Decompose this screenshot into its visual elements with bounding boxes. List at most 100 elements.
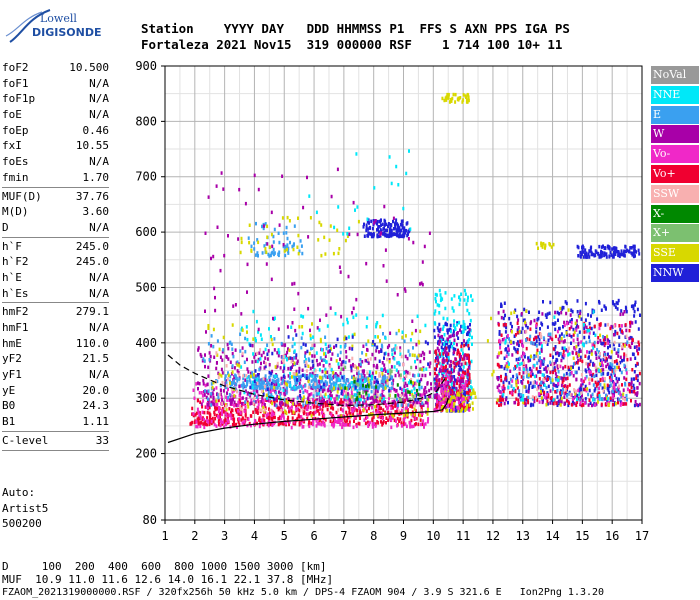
data-point [612, 255, 615, 259]
data-point [428, 364, 431, 369]
data-point [580, 403, 583, 408]
data-point [238, 422, 241, 427]
data-point [269, 253, 272, 258]
data-point [546, 391, 549, 395]
data-point [353, 393, 356, 397]
data-point [623, 352, 626, 356]
data-point [218, 392, 221, 397]
data-point [613, 381, 616, 386]
data-point [517, 380, 520, 385]
data-point [439, 298, 442, 303]
data-point [365, 409, 368, 413]
data-point [443, 369, 446, 373]
data-point [442, 405, 444, 409]
data-point [258, 416, 261, 420]
data-point [571, 403, 573, 407]
data-point [407, 403, 410, 407]
data-point [256, 408, 259, 413]
data-point [372, 364, 375, 368]
data-point [517, 398, 520, 402]
param-value: 10.55 [75, 139, 109, 153]
data-point [206, 410, 209, 415]
data-point [417, 373, 420, 377]
data-point [227, 387, 229, 392]
header-line2: Fortaleza 2021 Nov15 319 000000 RSF 1 71… [141, 37, 563, 52]
data-point [295, 353, 298, 357]
data-point [556, 395, 559, 399]
data-point [344, 420, 347, 425]
data-point [467, 366, 470, 370]
data-point [318, 398, 321, 403]
data-point [449, 399, 451, 404]
param-row: h`E N/A [2, 270, 109, 286]
data-point [629, 345, 632, 349]
data-point [385, 279, 388, 283]
data-point [202, 382, 205, 386]
data-point [626, 397, 628, 402]
data-point [459, 400, 462, 405]
data-point [536, 348, 539, 353]
data-point [463, 353, 466, 357]
data-point [577, 254, 580, 258]
data-point [577, 341, 580, 345]
data-point [362, 408, 365, 412]
data-point [375, 399, 378, 403]
data-point [592, 310, 595, 314]
data-point [307, 376, 310, 380]
data-point [366, 348, 369, 352]
data-point [306, 175, 308, 180]
data-point [368, 221, 370, 225]
data-point [292, 402, 295, 406]
data-point [322, 401, 325, 405]
data-point [225, 422, 228, 426]
data-point [407, 381, 410, 385]
data-point [336, 401, 339, 406]
data-point [576, 393, 579, 398]
data-point [206, 397, 209, 401]
data-point [394, 226, 397, 230]
data-point [448, 364, 451, 368]
data-point [447, 352, 450, 356]
data-point [462, 320, 465, 324]
data-point [421, 350, 424, 355]
data-point [266, 235, 269, 239]
data-point [452, 350, 455, 354]
data-point [436, 346, 439, 351]
data-point [268, 420, 271, 424]
data-point [204, 364, 206, 369]
data-point [237, 403, 240, 407]
data-point [218, 422, 220, 426]
data-point [394, 394, 397, 398]
data-point [438, 372, 440, 376]
data-point [444, 306, 447, 311]
data-point [275, 391, 278, 395]
data-point [535, 354, 538, 358]
data-point [240, 401, 243, 406]
data-point [634, 356, 637, 360]
data-point [300, 336, 303, 340]
data-point [289, 371, 292, 376]
data-point [264, 386, 267, 391]
param-name: foF2 [2, 61, 29, 74]
data-point [617, 253, 620, 258]
data-point [613, 324, 616, 328]
data-point [426, 341, 429, 346]
data-point [250, 401, 253, 405]
data-point [363, 374, 366, 378]
data-point [377, 411, 380, 415]
data-point [277, 353, 280, 358]
data-point [241, 416, 244, 420]
data-point [638, 371, 641, 376]
data-point [491, 372, 494, 377]
data-point [500, 302, 503, 306]
data-point [286, 357, 288, 362]
data-point [574, 392, 577, 396]
data-point [588, 331, 591, 335]
data-point [414, 416, 417, 421]
param-row: B1 1.11 [2, 414, 109, 430]
data-point [419, 329, 422, 334]
data-point [500, 374, 502, 379]
data-point [438, 288, 441, 293]
data-point [627, 387, 629, 392]
data-point [557, 378, 559, 382]
